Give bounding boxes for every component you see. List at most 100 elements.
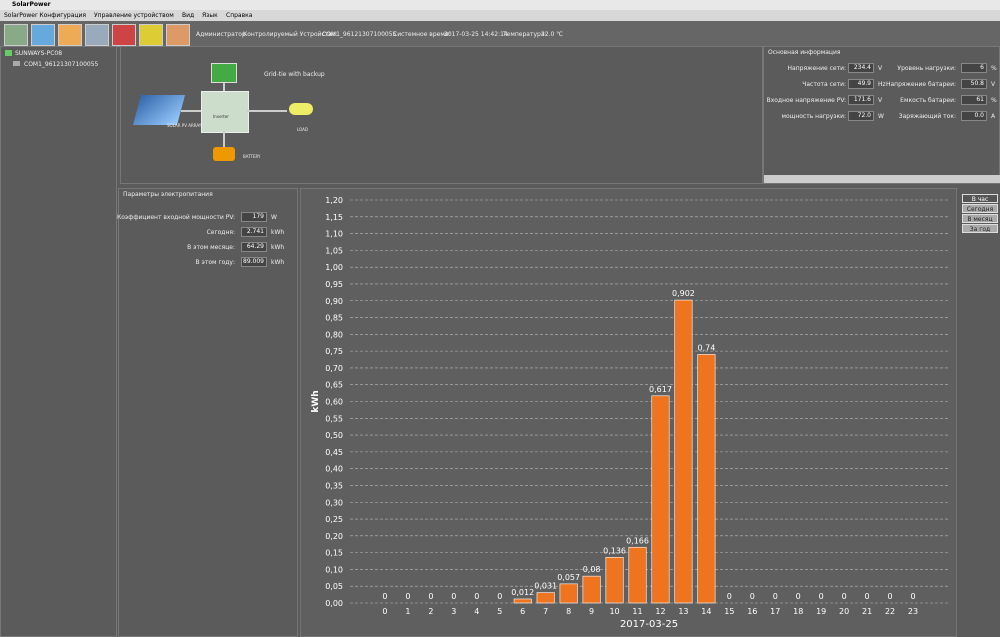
y-tick-label: 0,15 bbox=[325, 549, 343, 558]
y-tick-label: 0,50 bbox=[325, 431, 343, 440]
data-label: 0,902 bbox=[672, 289, 695, 298]
field-value: 234.4 bbox=[848, 63, 874, 73]
x-axis-label: 2017-03-25 bbox=[620, 619, 678, 630]
y-tick-label: 0,85 bbox=[325, 314, 343, 323]
y-tick-label: 1,05 bbox=[325, 246, 343, 255]
menu-item[interactable]: Справка bbox=[226, 12, 252, 19]
x-tick-label: 0 bbox=[382, 607, 387, 616]
field-unit: V bbox=[878, 97, 882, 104]
y-tick-label: 0,40 bbox=[325, 465, 343, 474]
field-label: Сегодня: bbox=[207, 229, 235, 236]
x-tick-label: 13 bbox=[678, 607, 688, 616]
x-tick-label: 20 bbox=[839, 607, 849, 616]
field-label: В этом году: bbox=[196, 259, 235, 266]
x-tick-label: 21 bbox=[862, 607, 872, 616]
period-button[interactable]: Сегодня bbox=[962, 204, 998, 213]
y-tick-label: 0,75 bbox=[325, 347, 343, 356]
y-tick-label: 0,35 bbox=[325, 481, 343, 490]
data-label: 0 bbox=[865, 592, 870, 601]
inverter-label: Inverter bbox=[213, 114, 229, 119]
bar bbox=[629, 547, 646, 603]
toolbar-button[interactable] bbox=[85, 24, 109, 46]
x-tick-label: 11 bbox=[632, 607, 642, 616]
y-tick-label: 0,95 bbox=[325, 280, 343, 289]
pv-panel-icon bbox=[133, 95, 185, 125]
y-tick-label: 0,80 bbox=[325, 330, 343, 339]
x-tick-label: 7 bbox=[543, 607, 548, 616]
connector bbox=[223, 131, 225, 147]
field-label: Уровень нагрузки: bbox=[897, 65, 956, 72]
bar bbox=[652, 396, 669, 603]
field-unit: V bbox=[878, 65, 882, 72]
data-label: 0 bbox=[727, 592, 732, 601]
system-diagram: SOLAR PV ARRAY Inverter Grid-tie with ba… bbox=[120, 46, 763, 184]
bar bbox=[675, 300, 692, 603]
data-label: 0,08 bbox=[583, 565, 601, 574]
toolbar-button[interactable] bbox=[31, 24, 55, 46]
data-label: 0,012 bbox=[511, 588, 534, 597]
toolbar-button[interactable] bbox=[139, 24, 163, 46]
menu-item[interactable]: SolarPower Конфигурация bbox=[4, 12, 86, 19]
window-title: SolarPower bbox=[12, 1, 51, 8]
y-tick-label: 0,05 bbox=[325, 582, 343, 591]
tree-item[interactable]: COM1_96121307100055 bbox=[24, 61, 98, 68]
field-value: 50.8 bbox=[961, 79, 987, 89]
tree-icon bbox=[5, 50, 12, 56]
grid-icon bbox=[211, 63, 237, 83]
y-tick-label: 1,00 bbox=[325, 263, 343, 272]
data-label: 0,74 bbox=[697, 343, 715, 352]
data-label: 0,031 bbox=[534, 582, 557, 591]
toolbar-button[interactable] bbox=[166, 24, 190, 46]
field-label: Заряжающий ток: bbox=[899, 113, 956, 120]
x-tick-label: 3 bbox=[451, 607, 456, 616]
toolbar-button[interactable] bbox=[58, 24, 82, 46]
chart: 0,000,050,100,150,200,250,300,350,400,45… bbox=[300, 188, 957, 637]
period-button[interactable]: В час bbox=[962, 194, 998, 203]
menu-bar: SolarPower Конфигурация Управление устрой… bbox=[0, 10, 1000, 21]
period-button[interactable]: В месяц bbox=[962, 214, 998, 223]
x-tick-label: 15 bbox=[724, 607, 734, 616]
status-time: 2017-03-25 14:42:14 bbox=[444, 31, 508, 38]
scrollbar[interactable] bbox=[764, 175, 1000, 183]
y-axis-label: kWh bbox=[311, 390, 321, 412]
bar bbox=[698, 354, 715, 603]
field-unit: W bbox=[878, 113, 884, 120]
status-admin: Администратор bbox=[196, 31, 246, 38]
data-label: 0 bbox=[888, 592, 893, 601]
field-label: В этом месяце: bbox=[187, 244, 235, 251]
params-panel: Параметры электропитания Коэффициент вхо… bbox=[118, 188, 298, 637]
device-tree: SUNWAYS-PC08 COM1_96121307100055 bbox=[0, 46, 117, 637]
data-label: 0 bbox=[382, 592, 387, 601]
load-label: LOAD bbox=[297, 127, 308, 132]
status-device: COM1_96121307100055 bbox=[322, 31, 396, 38]
toolbar-button[interactable] bbox=[112, 24, 136, 46]
data-label: 0 bbox=[819, 592, 824, 601]
connector bbox=[247, 110, 287, 112]
menu-item[interactable]: Управление устройством bbox=[94, 12, 174, 19]
field-unit: V bbox=[991, 81, 995, 88]
status-label: Температура: bbox=[503, 31, 547, 38]
info-panel: Основная информация Напряжение сети:234.… bbox=[763, 46, 1000, 184]
field-value: 6 bbox=[961, 63, 987, 73]
y-tick-label: 0,10 bbox=[325, 565, 343, 574]
tree-icon bbox=[13, 61, 20, 66]
data-label: 0 bbox=[405, 592, 410, 601]
field-unit: kWh bbox=[271, 259, 284, 266]
tree-root[interactable]: SUNWAYS-PC08 bbox=[15, 50, 62, 57]
y-tick-label: 0,00 bbox=[325, 599, 343, 608]
panel-title: Основная информация bbox=[768, 49, 841, 56]
menu-item[interactable]: Язык bbox=[202, 12, 218, 19]
data-label: 0 bbox=[750, 592, 755, 601]
bar bbox=[537, 593, 554, 603]
x-tick-label: 19 bbox=[816, 607, 826, 616]
field-unit: % bbox=[991, 65, 997, 72]
field-unit: % bbox=[991, 97, 997, 104]
y-tick-label: 1,10 bbox=[325, 230, 343, 239]
bar bbox=[514, 599, 531, 603]
period-button[interactable]: За год bbox=[962, 224, 998, 233]
toolbar-button[interactable] bbox=[4, 24, 28, 46]
menu-item[interactable]: Вид bbox=[182, 12, 194, 19]
x-tick-label: 23 bbox=[908, 607, 918, 616]
toolbar: Администратор Контролируемый Устройство:… bbox=[0, 21, 1000, 47]
field-value: 49.9 bbox=[848, 79, 874, 89]
